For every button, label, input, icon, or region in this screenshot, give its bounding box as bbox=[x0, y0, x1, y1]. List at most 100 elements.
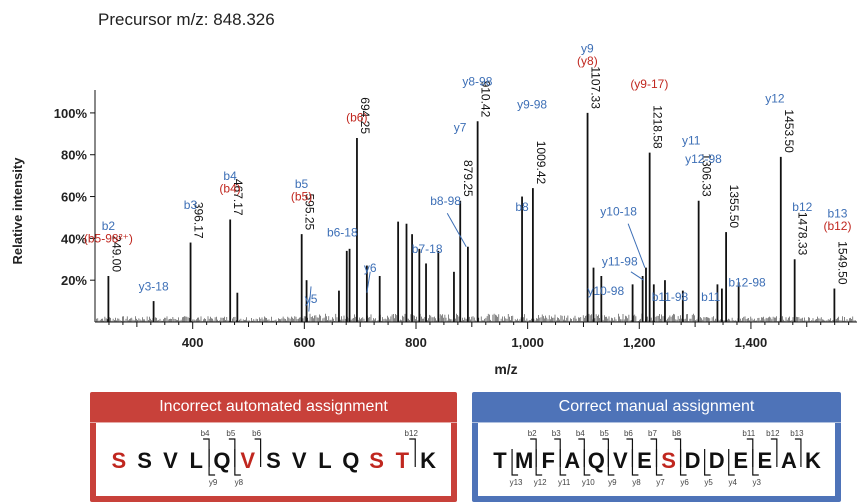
y-ion-bracket bbox=[234, 449, 241, 476]
residue: Q bbox=[342, 448, 359, 473]
peak-label: 396.17 bbox=[192, 202, 206, 239]
b-ion-label: b6 bbox=[624, 429, 633, 438]
correct-panel-title: Correct manual assignment bbox=[472, 392, 841, 423]
residue: V bbox=[240, 448, 255, 473]
residue: S bbox=[266, 448, 281, 473]
b-ion-label: b7 bbox=[648, 429, 657, 438]
ion-annotation: (b4) bbox=[219, 181, 240, 195]
y-ion-bracket bbox=[535, 449, 543, 476]
ion-annotation: y9-98 bbox=[517, 98, 547, 112]
peak-label: 1549.50 bbox=[835, 241, 849, 285]
x-tick-label: 1,400 bbox=[735, 335, 768, 350]
ion-annotation: b4 bbox=[223, 169, 237, 183]
ion-annotation: y12 bbox=[765, 91, 785, 105]
ion-annotation: b11-98 bbox=[652, 290, 689, 304]
ion-annotation: y8-98 bbox=[462, 75, 492, 89]
ion-annotation: b3 bbox=[184, 198, 198, 212]
annotation-leader bbox=[446, 213, 467, 247]
peak-label: 249.00 bbox=[109, 235, 123, 272]
peak-label: 879.25 bbox=[461, 160, 475, 197]
b-ion-bracket bbox=[770, 438, 778, 467]
residue: S bbox=[661, 448, 676, 473]
residue: L bbox=[189, 448, 202, 473]
y-tick-label: 80% bbox=[61, 148, 87, 163]
y-tick-label: 40% bbox=[61, 231, 87, 246]
b-ion-label: b12 bbox=[405, 429, 419, 438]
b-ion-bracket bbox=[203, 438, 210, 467]
ion-annotation: b8 bbox=[515, 200, 529, 214]
ion-annotation: y12-98 bbox=[685, 152, 722, 166]
y-ion-label: y8 bbox=[235, 478, 244, 487]
peak-label: 1453.50 bbox=[782, 109, 796, 153]
ion-annotation: b2 bbox=[102, 219, 116, 233]
y-ion-bracket bbox=[655, 449, 663, 476]
b-ion-label: b5 bbox=[226, 429, 235, 438]
x-tick-label: 800 bbox=[405, 335, 427, 350]
y-ion-bracket bbox=[631, 449, 639, 476]
residue: S bbox=[137, 448, 152, 473]
annotation-leader bbox=[627, 223, 646, 268]
residue: K bbox=[805, 448, 821, 473]
ion-annotation: b6-18 bbox=[327, 225, 358, 239]
y-ion-label: y7 bbox=[656, 478, 665, 487]
residue: T bbox=[396, 448, 410, 473]
baseline-noise bbox=[96, 313, 856, 322]
residue: Q bbox=[588, 448, 605, 473]
ion-annotation: b5 bbox=[295, 177, 309, 191]
peak-label: 1355.50 bbox=[727, 185, 741, 229]
residue: T bbox=[493, 448, 507, 473]
y-ion-bracket bbox=[511, 449, 519, 476]
residue: D bbox=[685, 448, 701, 473]
y-ion-label: y6 bbox=[680, 478, 689, 487]
residue: S bbox=[112, 448, 127, 473]
residue: F bbox=[541, 448, 554, 473]
b-ion-label: b2 bbox=[528, 429, 537, 438]
y-ion-label: y11 bbox=[558, 478, 571, 487]
peak-label: 910.42 bbox=[479, 81, 493, 118]
b-ion-label: b11 bbox=[742, 429, 755, 438]
y-ion-bracket bbox=[208, 449, 216, 476]
residue: V bbox=[613, 448, 628, 473]
b-ion-bracket bbox=[254, 438, 262, 467]
peak-label: 1306.33 bbox=[700, 153, 714, 197]
y-ion-bracket bbox=[559, 449, 567, 476]
residue: K bbox=[420, 448, 436, 473]
y-ion-label: y4 bbox=[728, 478, 737, 487]
ion-annotation: y10-98 bbox=[587, 284, 624, 298]
ion-annotation: y5 bbox=[305, 292, 318, 306]
ion-annotation: (y8) bbox=[577, 54, 598, 68]
y-ion-bracket bbox=[728, 449, 735, 476]
ion-annotation: y9 bbox=[581, 41, 594, 55]
b-ion-label: b8 bbox=[672, 429, 681, 438]
peak-label: 467.17 bbox=[231, 179, 245, 216]
annotation-leader bbox=[308, 286, 312, 312]
annotation-leader bbox=[630, 271, 645, 281]
peak-label: 1107.33 bbox=[589, 66, 603, 109]
ion-annotation: b8-98 bbox=[430, 194, 461, 208]
ion-annotation: y11-98 bbox=[602, 255, 638, 269]
correct-sequence: T M F A Q V E S D D E E A Kb2 b3 b4 b5 b6 b7 b8 b11 b12 b13y13… bbox=[493, 429, 821, 487]
residue: D bbox=[709, 448, 725, 473]
mass-spectrum-chart: 249.00 396.17 467.17 595.25 694.25 879.25 910.… bbox=[10, 41, 857, 377]
x-axis-label: m/z bbox=[494, 361, 517, 377]
y-ion-bracket bbox=[679, 449, 687, 476]
ion-annotation: (b5-98²⁺) bbox=[84, 232, 133, 246]
residue: L bbox=[318, 448, 331, 473]
residue: V bbox=[292, 448, 307, 473]
peak-label: 595.25 bbox=[303, 193, 317, 230]
x-tick-label: 1,200 bbox=[623, 335, 656, 350]
residue: A bbox=[564, 448, 580, 473]
ion-annotation: b13 bbox=[827, 206, 847, 220]
y-ion-label: y12 bbox=[534, 478, 547, 487]
y-ion-label: y3 bbox=[753, 478, 762, 487]
b-ion-label: b13 bbox=[790, 429, 804, 438]
ion-annotation: (b12) bbox=[823, 219, 851, 233]
x-tick-label: 400 bbox=[182, 335, 204, 350]
b-ion-label: b5 bbox=[600, 429, 609, 438]
incorrect-panel-title: Incorrect automated assignment bbox=[90, 392, 457, 423]
residue: S bbox=[369, 448, 384, 473]
y-ion-label: y13 bbox=[510, 478, 523, 487]
y-ion-bracket bbox=[583, 449, 591, 476]
ion-annotation: y11 bbox=[682, 133, 701, 147]
